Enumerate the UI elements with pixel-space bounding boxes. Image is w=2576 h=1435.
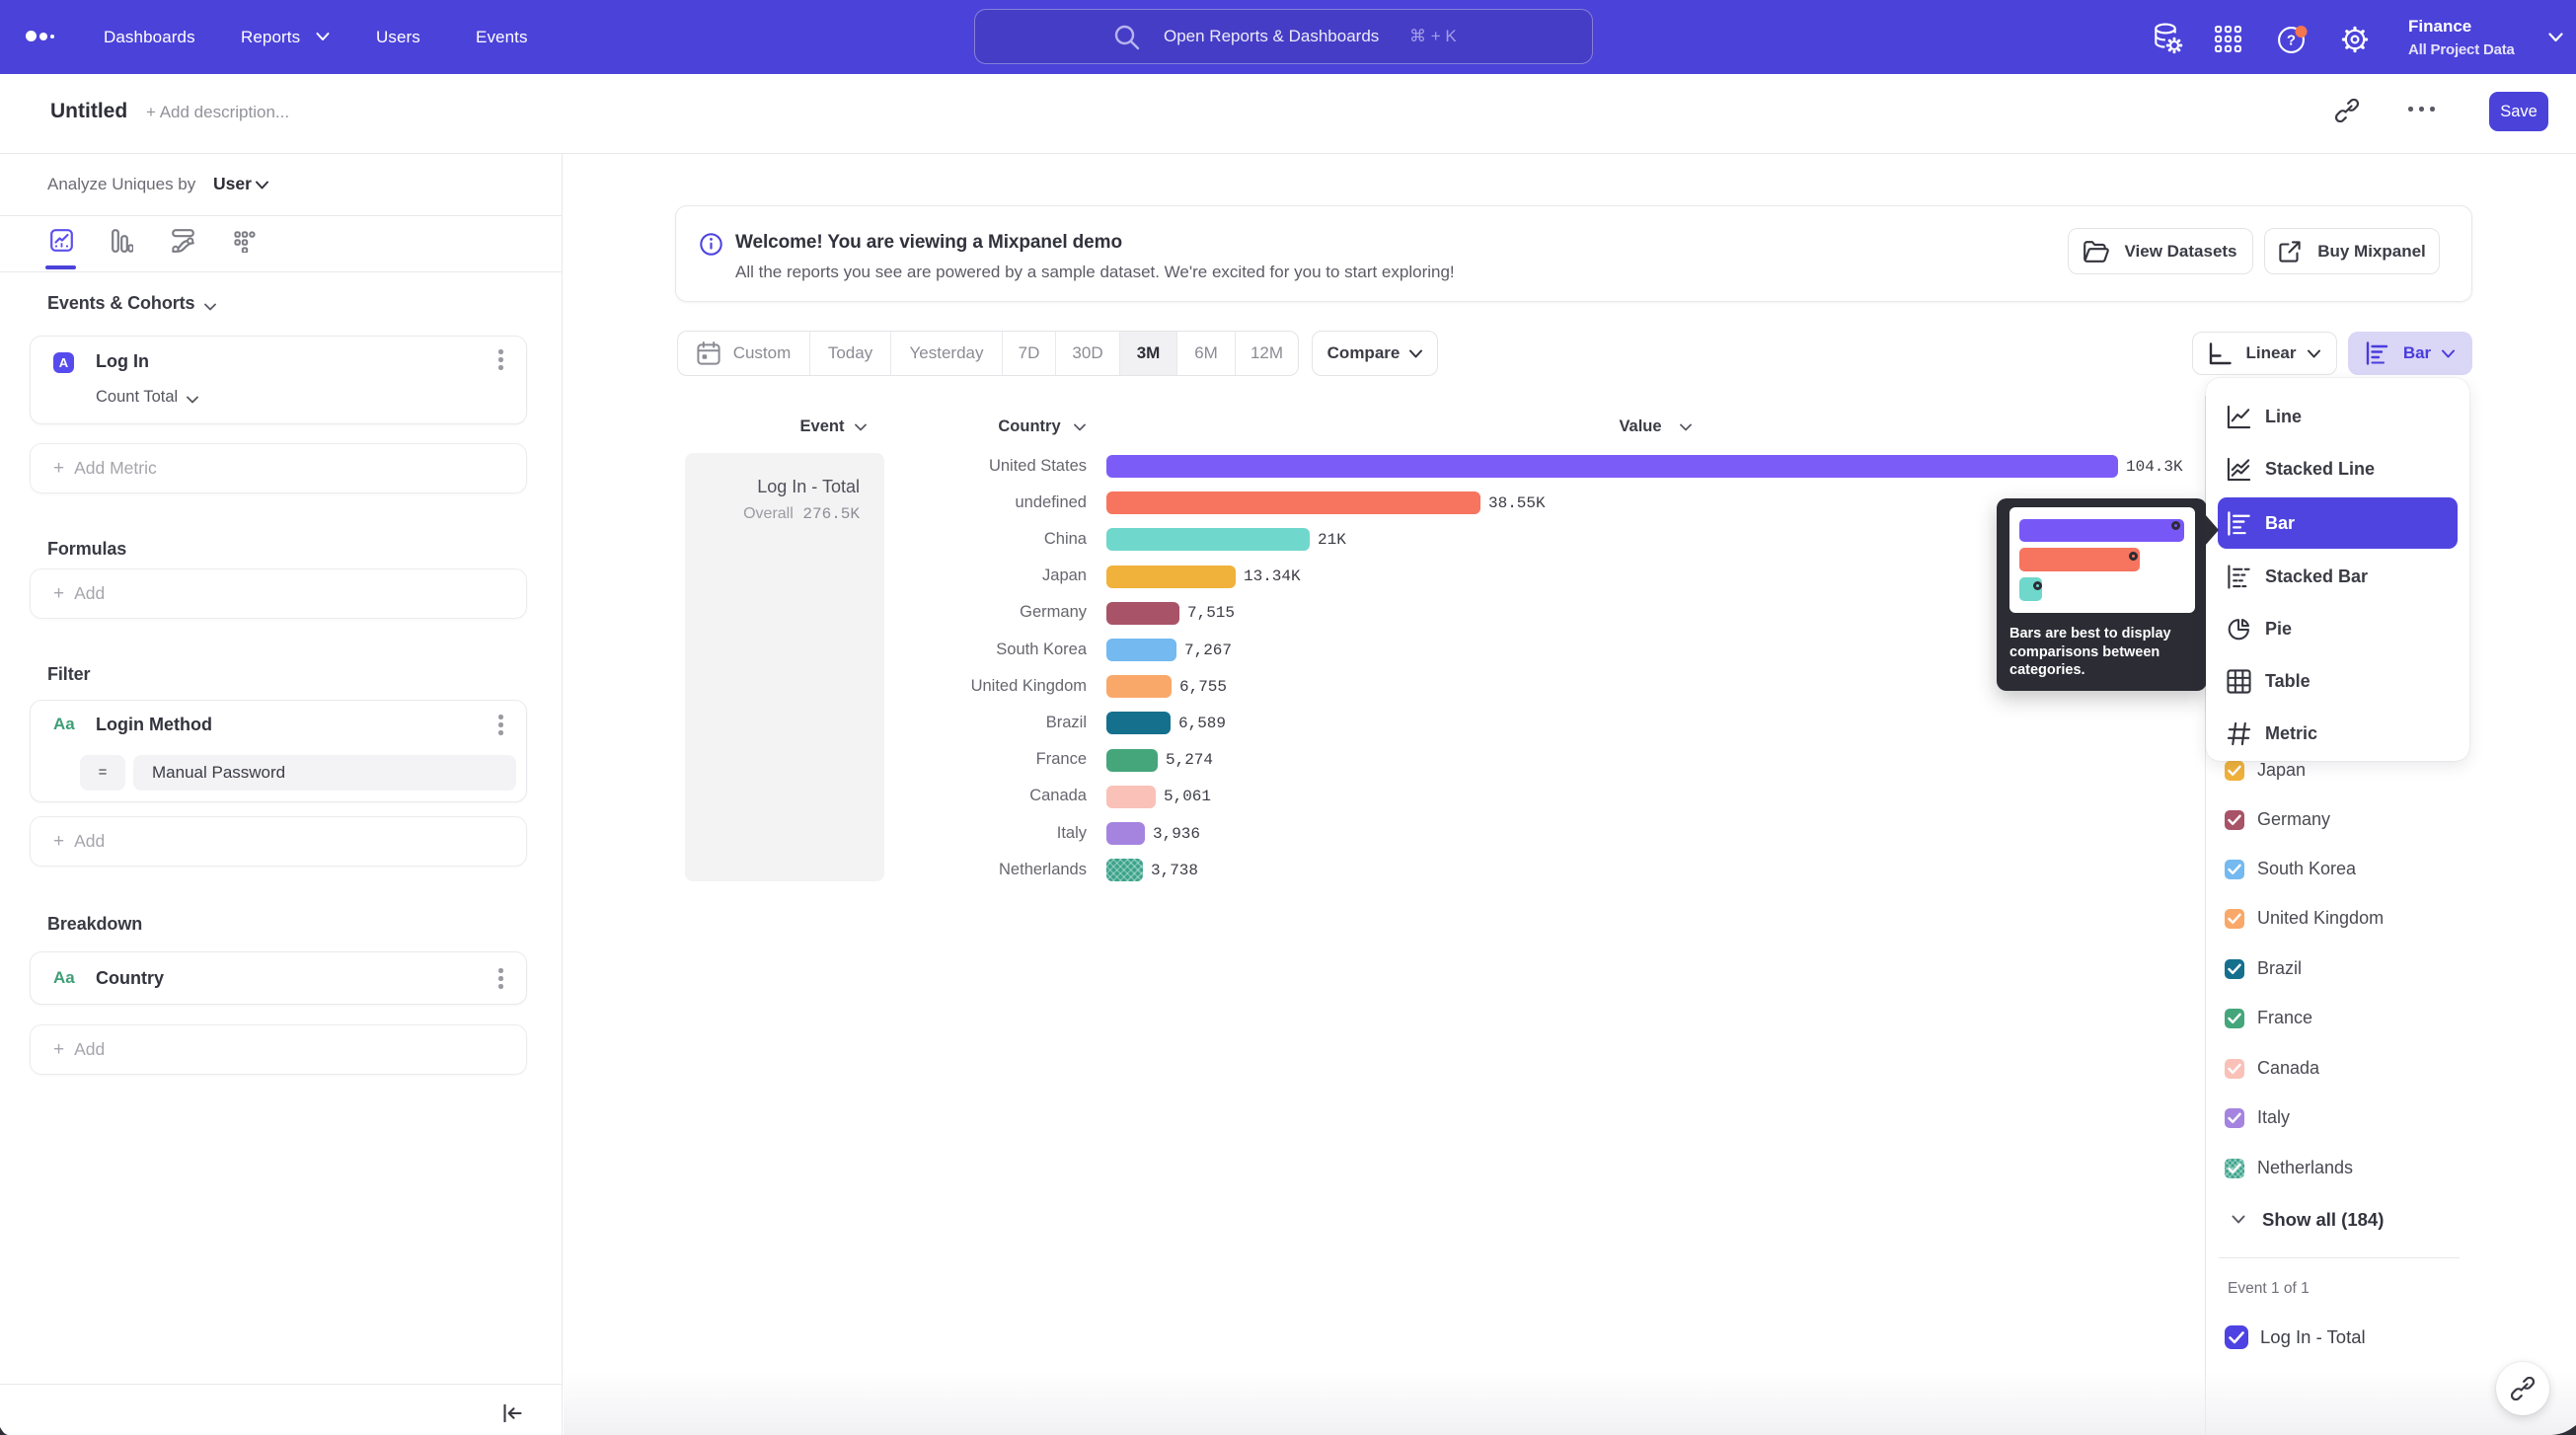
svg-text:?: ?	[2287, 33, 2296, 49]
